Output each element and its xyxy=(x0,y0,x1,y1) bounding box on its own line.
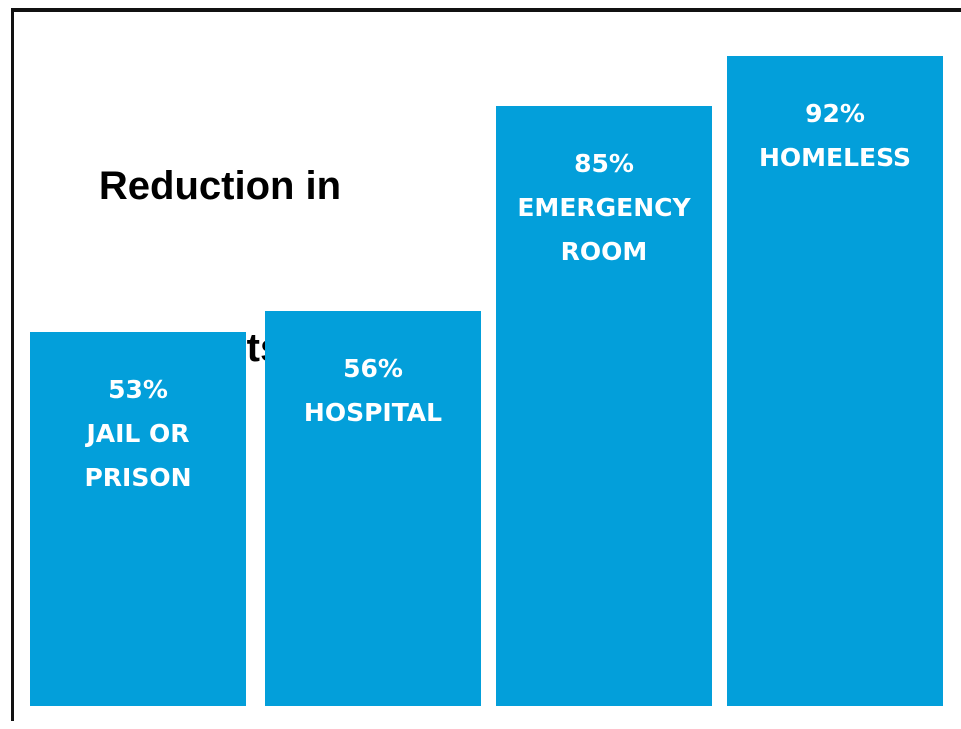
bar-label-line: HOMELESS xyxy=(758,143,912,172)
bar-label-1: 53% JAIL OR PRISON xyxy=(30,368,246,500)
bar-label-line: 53% xyxy=(108,375,168,404)
frame-left-border xyxy=(11,8,14,721)
bar-2 xyxy=(265,311,481,706)
bar-4 xyxy=(727,56,943,706)
bar-label-2: 56% HOSPITAL xyxy=(265,347,481,435)
bar-label-line: ROOM xyxy=(560,237,648,266)
chart-title-line-1: Reduction in xyxy=(98,164,342,208)
frame-top-border xyxy=(11,8,961,12)
bar-label-line: 56% xyxy=(343,354,403,383)
bar-label-4: 92% HOMELESS xyxy=(727,92,943,180)
bar-label-line: PRISON xyxy=(84,463,192,492)
bar-label-line: EMERGENCY xyxy=(517,193,691,222)
bar-label-line: 85% xyxy=(574,149,634,178)
bar-label-line: 92% xyxy=(805,99,865,128)
bar-label-line: JAIL OR xyxy=(86,419,190,448)
bar-label-3: 85% EMERGENCY ROOM xyxy=(496,142,712,274)
bar-label-line: HOSPITAL xyxy=(303,398,443,427)
bar-1 xyxy=(30,332,246,706)
bar-3 xyxy=(496,106,712,706)
